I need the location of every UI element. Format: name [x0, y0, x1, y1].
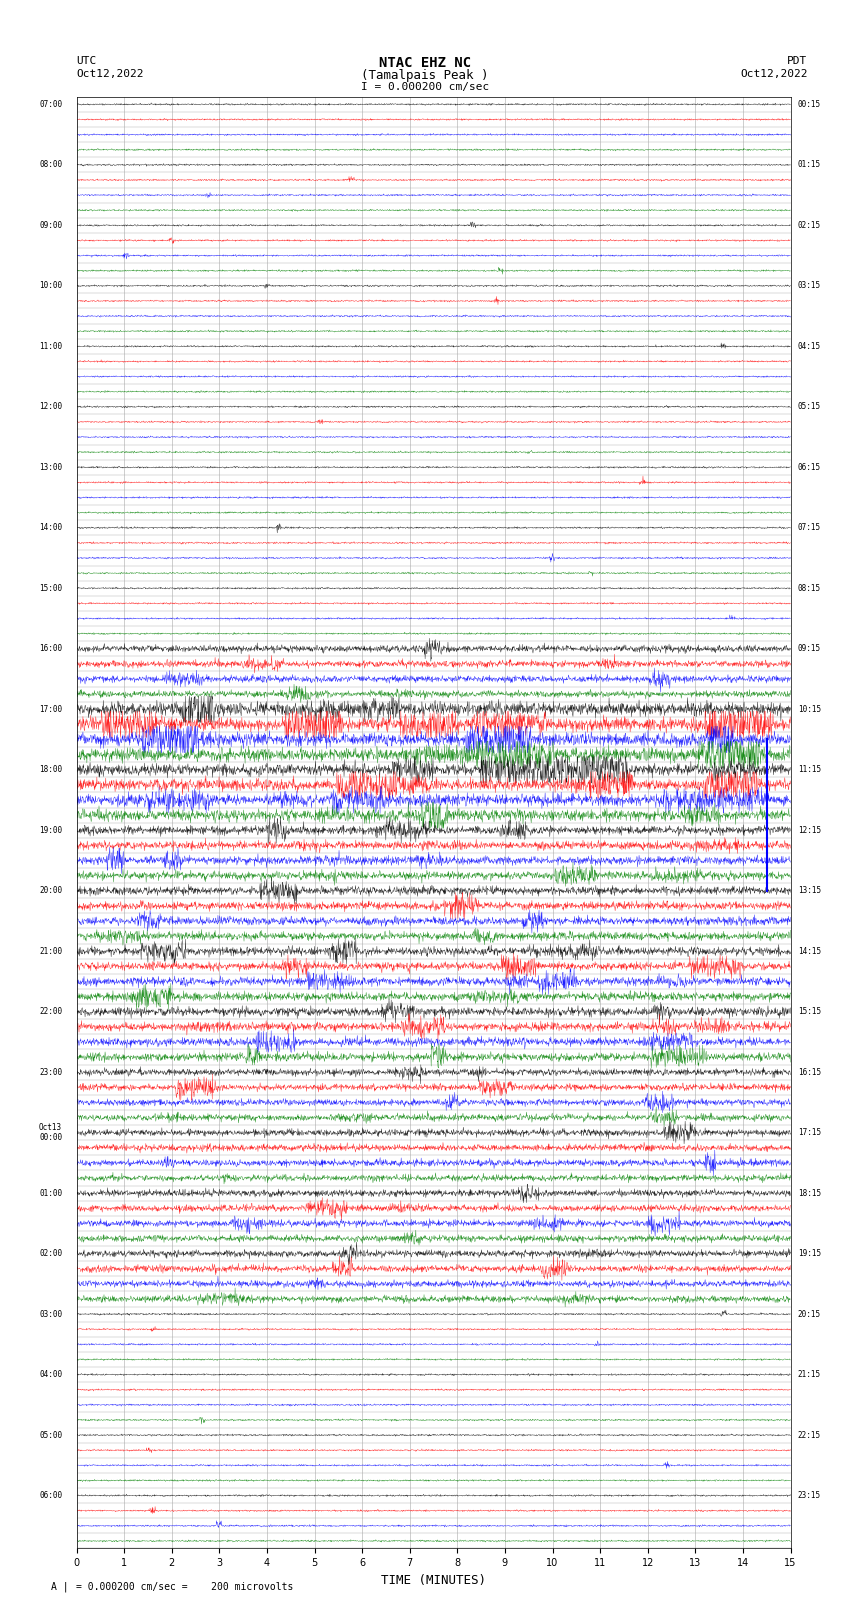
Text: 13:00: 13:00: [39, 463, 62, 471]
Text: Oct13
00:00: Oct13 00:00: [39, 1123, 62, 1142]
Text: 06:00: 06:00: [39, 1490, 62, 1500]
Text: 03:15: 03:15: [797, 281, 821, 290]
Text: 05:15: 05:15: [797, 402, 821, 411]
Text: 11:15: 11:15: [797, 765, 821, 774]
Text: 14:15: 14:15: [797, 947, 821, 955]
Text: 12:00: 12:00: [39, 402, 62, 411]
Text: 12:15: 12:15: [797, 826, 821, 834]
Text: 22:15: 22:15: [797, 1431, 821, 1439]
Text: = 0.000200 cm/sec =    200 microvolts: = 0.000200 cm/sec = 200 microvolts: [76, 1582, 294, 1592]
Text: 16:00: 16:00: [39, 644, 62, 653]
Text: 10:00: 10:00: [39, 281, 62, 290]
Text: 15:15: 15:15: [797, 1007, 821, 1016]
Text: 09:00: 09:00: [39, 221, 62, 229]
Text: 14:00: 14:00: [39, 523, 62, 532]
Text: 22:00: 22:00: [39, 1007, 62, 1016]
Text: 23:00: 23:00: [39, 1068, 62, 1076]
Text: 07:00: 07:00: [39, 100, 62, 108]
Text: 08:15: 08:15: [797, 584, 821, 592]
Text: A |: A |: [51, 1581, 69, 1592]
Text: 18:15: 18:15: [797, 1189, 821, 1197]
Text: I = 0.000200 cm/sec: I = 0.000200 cm/sec: [361, 82, 489, 92]
Text: 09:15: 09:15: [797, 644, 821, 653]
Text: 01:00: 01:00: [39, 1189, 62, 1197]
Text: 20:00: 20:00: [39, 886, 62, 895]
Text: (Tamalpais Peak ): (Tamalpais Peak ): [361, 69, 489, 82]
Text: 17:00: 17:00: [39, 705, 62, 713]
Text: 08:00: 08:00: [39, 160, 62, 169]
Text: 18:00: 18:00: [39, 765, 62, 774]
Text: 02:00: 02:00: [39, 1248, 62, 1258]
Text: 04:00: 04:00: [39, 1369, 62, 1379]
Text: Oct12,2022: Oct12,2022: [740, 69, 808, 79]
Text: PDT: PDT: [787, 56, 808, 66]
Text: 21:15: 21:15: [797, 1369, 821, 1379]
X-axis label: TIME (MINUTES): TIME (MINUTES): [381, 1574, 486, 1587]
Text: 11:00: 11:00: [39, 342, 62, 350]
Text: 06:15: 06:15: [797, 463, 821, 471]
Text: 21:00: 21:00: [39, 947, 62, 955]
Text: Oct12,2022: Oct12,2022: [76, 69, 144, 79]
Text: 20:15: 20:15: [797, 1310, 821, 1318]
Text: 10:15: 10:15: [797, 705, 821, 713]
Text: 05:00: 05:00: [39, 1431, 62, 1439]
Text: NTAC EHZ NC: NTAC EHZ NC: [379, 56, 471, 71]
Text: 00:15: 00:15: [797, 100, 821, 108]
Text: 17:15: 17:15: [797, 1127, 821, 1137]
Text: 19:15: 19:15: [797, 1248, 821, 1258]
Text: 19:00: 19:00: [39, 826, 62, 834]
Text: 01:15: 01:15: [797, 160, 821, 169]
Text: UTC: UTC: [76, 56, 97, 66]
Text: 15:00: 15:00: [39, 584, 62, 592]
Text: 04:15: 04:15: [797, 342, 821, 350]
Text: 16:15: 16:15: [797, 1068, 821, 1076]
Text: 07:15: 07:15: [797, 523, 821, 532]
Text: 03:00: 03:00: [39, 1310, 62, 1318]
Text: 13:15: 13:15: [797, 886, 821, 895]
Text: 02:15: 02:15: [797, 221, 821, 229]
Text: 23:15: 23:15: [797, 1490, 821, 1500]
